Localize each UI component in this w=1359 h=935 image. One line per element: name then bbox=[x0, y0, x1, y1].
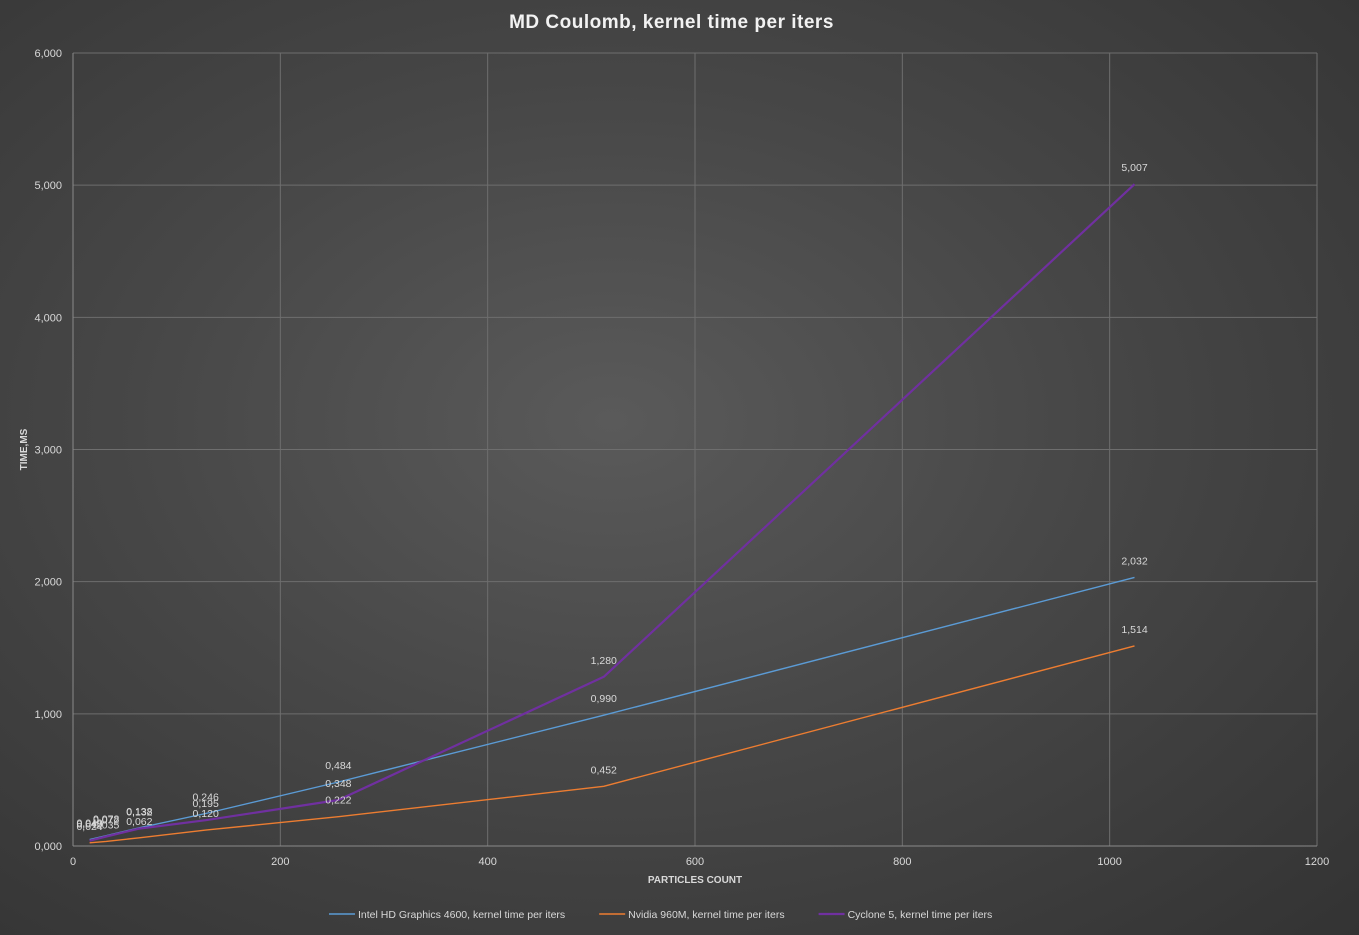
data-label: 0,132 bbox=[126, 807, 152, 819]
series-line-2 bbox=[89, 645, 1135, 844]
y-tick-label: 4,000 bbox=[34, 312, 62, 324]
y-tick-label: 5,000 bbox=[34, 180, 62, 192]
data-label: 0,222 bbox=[325, 795, 351, 807]
data-label: 0,348 bbox=[325, 778, 351, 790]
data-label: 1,514 bbox=[1121, 624, 1147, 636]
y-tick-label: 3,000 bbox=[34, 445, 62, 457]
legend-entry: Nvidia 960M, kernel time per iters bbox=[628, 909, 784, 921]
x-tick-label: 0 bbox=[70, 856, 76, 868]
legend: Intel HD Graphics 4600, kernel time per … bbox=[329, 909, 992, 921]
legend-entry: Intel HD Graphics 4600, kernel time per … bbox=[358, 909, 565, 921]
data-label: 0,138 bbox=[126, 806, 152, 818]
data-label: 0,035 bbox=[93, 819, 119, 831]
data-label: 0,024 bbox=[76, 821, 102, 833]
y-tick-label: 2,000 bbox=[34, 577, 62, 589]
data-label: 0,078 bbox=[93, 814, 119, 826]
data-label: 0,062 bbox=[126, 816, 152, 828]
x-tick-label: 200 bbox=[271, 856, 289, 868]
axes: 0,000 1,000 2,000 3,000 4,000 5,000 6,000 0 200 4… bbox=[34, 48, 1329, 868]
grid-lines bbox=[72, 52, 1318, 847]
series-lines bbox=[89, 183, 1136, 844]
y-axis-label: TIME,MS bbox=[19, 428, 30, 470]
data-label: 0,040 bbox=[76, 819, 102, 831]
data-label: 0,452 bbox=[591, 764, 617, 776]
data-label: 0,049 bbox=[76, 818, 102, 830]
data-label: 0,072 bbox=[93, 814, 119, 826]
data-label: 0,484 bbox=[325, 760, 351, 772]
x-tick-label: 400 bbox=[478, 856, 496, 868]
x-tick-label: 800 bbox=[893, 856, 911, 868]
data-label: 1,280 bbox=[591, 655, 617, 667]
data-label: 0,990 bbox=[591, 693, 617, 705]
series-line-3 bbox=[89, 183, 1136, 842]
y-tick-label: 0,000 bbox=[34, 841, 62, 853]
series-line-1 bbox=[89, 576, 1135, 841]
data-label: 0,120 bbox=[193, 808, 219, 820]
y-tick-label: 1,000 bbox=[34, 709, 62, 721]
data-label: 0,195 bbox=[193, 798, 219, 810]
x-tick-label: 1000 bbox=[1097, 856, 1121, 868]
data-label: 2,032 bbox=[1121, 555, 1147, 567]
x-tick-label: 1200 bbox=[1305, 856, 1329, 868]
legend-entry: Cyclone 5, kernel time per iters bbox=[848, 909, 993, 921]
data-label: 5,007 bbox=[1121, 162, 1147, 174]
x-tick-label: 600 bbox=[686, 856, 704, 868]
data-label: 0,246 bbox=[193, 791, 219, 803]
chart-title: MD Coulomb, kernel time per iters bbox=[509, 12, 834, 33]
y-tick-label: 6,000 bbox=[34, 48, 62, 60]
x-axis-label: PARTICLES COUNT bbox=[648, 875, 742, 886]
